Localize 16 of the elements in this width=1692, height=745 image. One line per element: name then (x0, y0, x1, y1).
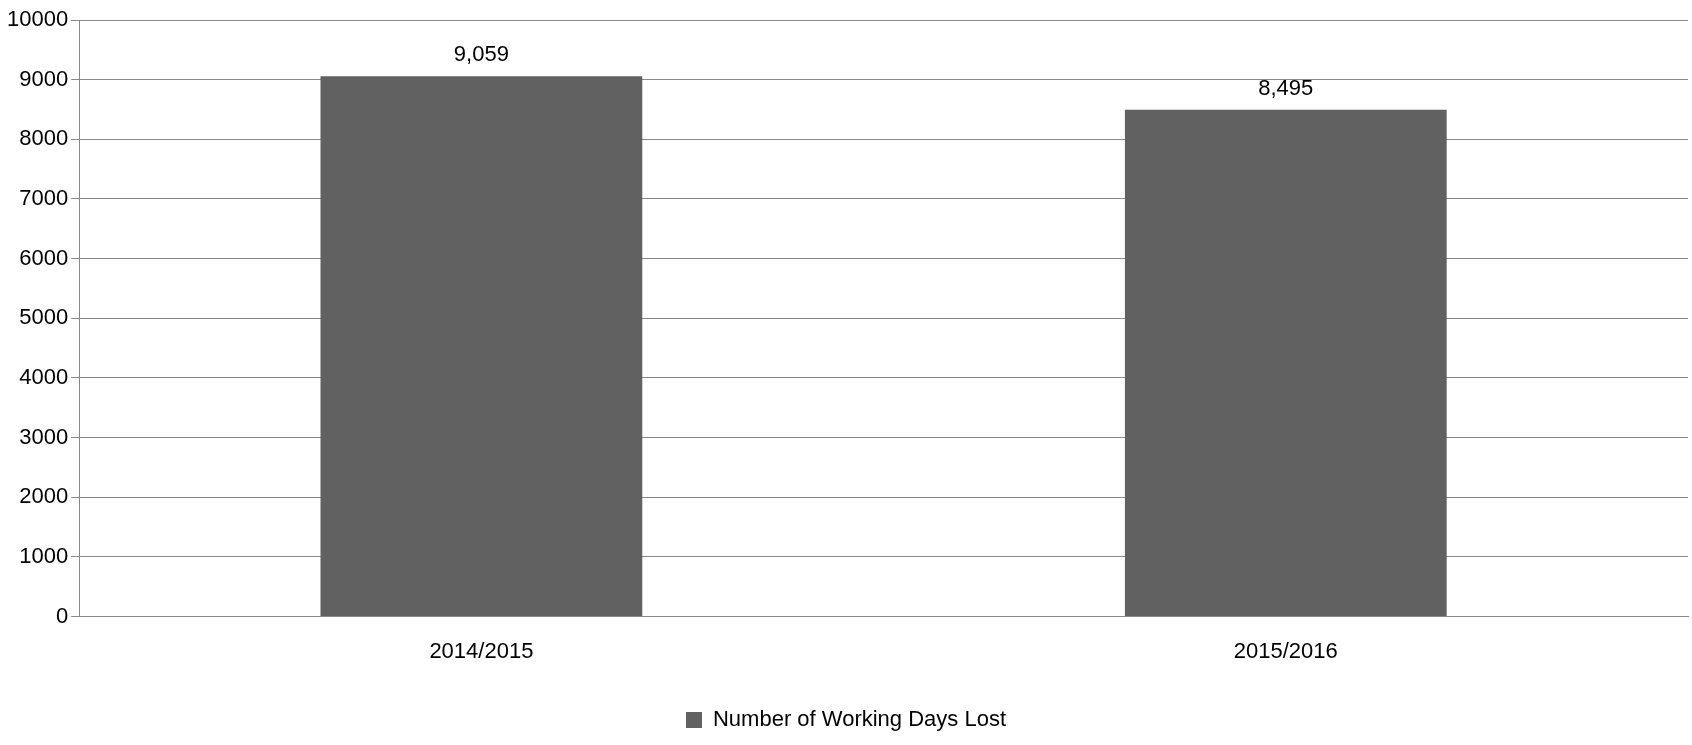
y-tick-label: 8000 (19, 125, 69, 151)
x-tick-label: 2015/2016 (1233, 637, 1338, 663)
y-tick-label: 7000 (19, 185, 69, 211)
text: 9,059 (453, 41, 509, 67)
y-tick-label: 1000 (19, 543, 69, 568)
legend-label: Number of Working Days Lost (712, 706, 1007, 732)
y-tick-label: 3000 (19, 423, 69, 449)
y-tick-label: 0 (55, 602, 69, 628)
y-tick-label: 9000 (19, 65, 69, 91)
y-tick-label: 5000 (19, 304, 69, 330)
x-tick-label: 2014/2015 (429, 637, 534, 663)
y-tick-label: 2000 (19, 483, 69, 509)
text: 8,495 (1258, 74, 1314, 100)
y-tick-label: 10000 (6, 6, 69, 32)
y-tick-label: 6000 (19, 244, 69, 270)
y-tick-label: 4000 (19, 364, 69, 390)
